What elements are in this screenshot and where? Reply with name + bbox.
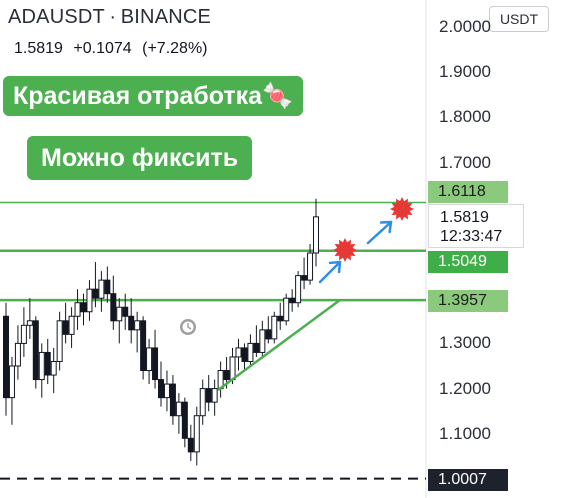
candle-body: [289, 297, 296, 304]
last-price: 1.5819: [14, 40, 63, 57]
candle-body: [229, 356, 236, 381]
candle-body: [235, 347, 242, 358]
quote-line: 1.5819 +0.1074 (+7.28%): [14, 40, 214, 58]
candle-body: [193, 415, 200, 453]
price-axis-label: 1.8000: [439, 107, 491, 127]
live-price: 1.5819: [440, 209, 489, 226]
candle-body: [56, 320, 63, 362]
candle-body: [110, 293, 117, 322]
candle-body: [253, 342, 260, 353]
candle-body: [307, 252, 314, 281]
candle-body: [146, 347, 153, 372]
exchange-name: BINANCE: [120, 6, 212, 28]
candle-body: [122, 306, 129, 317]
price-change-percent: (+7.28%): [142, 40, 208, 57]
symbol-header: ADAUSDT · BINANCE: [8, 6, 211, 29]
candle-body: [223, 370, 230, 381]
price-tag-target-mid: 1.5049: [428, 251, 508, 273]
arrow-to-top-target-head: [379, 220, 393, 234]
candle-body: [241, 347, 248, 362]
candle-body: [187, 437, 194, 453]
candle-body: [74, 302, 81, 317]
price-axis-label: 1.1000: [439, 423, 491, 443]
candle-body: [301, 275, 308, 281]
candle-body: [265, 329, 272, 340]
arrow-to-mid-target: [318, 260, 342, 284]
annotation-banner-take-profit: Можно фиксить: [27, 136, 253, 180]
annotation-banner-nice-bounce: Красивая отработка🍬: [3, 76, 304, 116]
candle-body: [80, 302, 87, 313]
candle-body: [158, 379, 164, 399]
candle-body: [44, 351, 51, 376]
arrow-to-top-target: [366, 220, 393, 245]
candle-body: [32, 320, 39, 381]
candle-body: [104, 279, 111, 295]
candle-body: [295, 275, 302, 304]
live-price-box: 1.5819 12:33:47: [428, 204, 524, 248]
candle-body: [128, 315, 135, 331]
candle-body: [199, 388, 206, 417]
symbol-name: ADAUSDT: [8, 6, 105, 28]
candle-body: [92, 288, 99, 299]
candle-body: [20, 324, 27, 344]
candle-body: [62, 320, 69, 335]
alarm-clock-hands: [187, 323, 192, 330]
price-axis-label: 1.3000: [439, 333, 491, 353]
price-axis-label: 2.0000: [439, 17, 491, 36]
candle-body: [140, 320, 147, 372]
candle-body: [271, 315, 278, 340]
candle-body: [169, 383, 176, 417]
candle-body: [8, 365, 15, 399]
candle-body: [14, 342, 21, 367]
bar-countdown: 12:33:47: [440, 228, 503, 245]
candle-body: [277, 315, 284, 322]
currency-button[interactable]: USDT: [489, 6, 549, 32]
candle-body: [116, 306, 123, 322]
candle-body: [205, 388, 212, 403]
trendline: [217, 298, 341, 392]
candle-body: [50, 360, 57, 376]
price-axis-label: 1.7000: [439, 152, 491, 172]
candle-body: [86, 288, 93, 313]
candle-body: [38, 351, 45, 381]
target-star-mid: [333, 238, 357, 262]
candle-body: [313, 216, 319, 254]
candle-body: [68, 315, 75, 335]
target-star-top: [390, 197, 414, 221]
candle-body: [247, 342, 254, 362]
symbol-separator: ·: [109, 6, 117, 28]
candle-body: [98, 279, 105, 299]
candle-body: [259, 329, 266, 353]
candle-body: [163, 383, 170, 399]
candle-body: [152, 347, 159, 381]
price-axis-label: 1.2000: [439, 378, 491, 398]
price-tag-support: 1.3957: [428, 290, 508, 312]
candle-body: [283, 297, 290, 322]
price-change: +0.1074: [73, 40, 132, 57]
candle-body: [175, 401, 182, 417]
candle-body: [26, 320, 33, 326]
candle-body: [211, 388, 218, 403]
arrow-to-mid-target-head: [328, 260, 342, 274]
candle-body: [3, 315, 9, 399]
price-tag-low: 1.0007: [428, 469, 508, 491]
price-tag-target-top: 1.6118: [428, 181, 508, 203]
price-axis-label: 1.9000: [439, 62, 491, 82]
candle-body: [134, 320, 141, 331]
candle-body: [181, 401, 188, 439]
